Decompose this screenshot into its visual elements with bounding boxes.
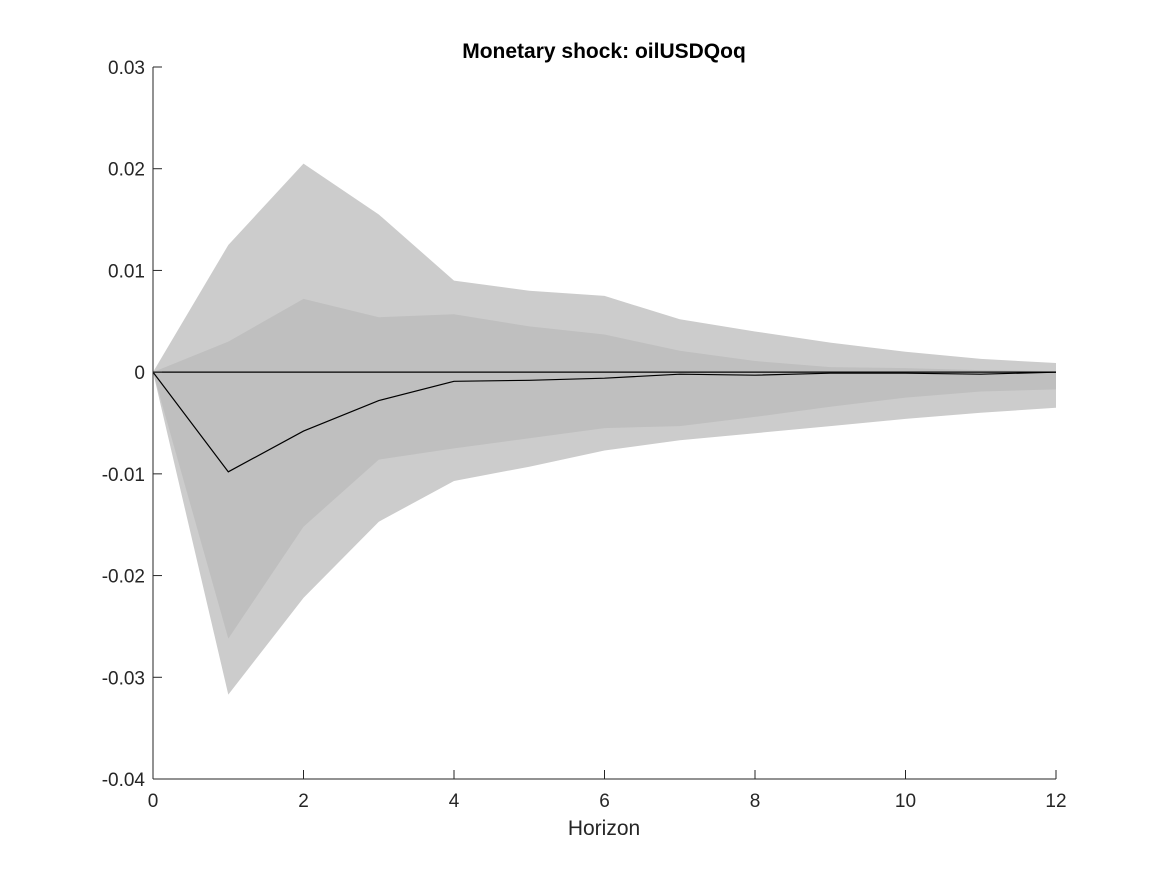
y-tick-label: 0 xyxy=(134,363,145,384)
y-tick-label: 0.03 xyxy=(108,58,145,79)
x-tick-label: 8 xyxy=(750,791,761,812)
y-tick-label: -0.03 xyxy=(102,668,145,689)
x-axis-label: Horizon xyxy=(568,817,640,840)
x-tick-label: 4 xyxy=(449,791,460,812)
y-tick-label: 0.01 xyxy=(108,261,145,282)
x-tick-label: 2 xyxy=(298,791,309,812)
y-tick-label: -0.04 xyxy=(102,770,146,791)
outer-confidence-band xyxy=(153,163,1056,695)
y-tick-label: -0.02 xyxy=(102,567,145,588)
median-response-line xyxy=(152,371,1057,473)
y-tick-label: -0.01 xyxy=(102,465,145,486)
x-tick-label: 12 xyxy=(1045,791,1066,812)
plot-area: 0.030.020.010-0.01-0.02-0.03-0.040 2 4 6 8 10… xyxy=(102,58,1067,812)
y-tick-label: 0.02 xyxy=(108,160,145,181)
x-tick-label: 10 xyxy=(895,791,916,812)
inner-confidence-band xyxy=(153,298,1056,639)
x-tick-label: 6 xyxy=(599,791,610,812)
chart-title: Monetary shock: oilUSDQoq xyxy=(462,40,746,63)
x-tick-label: 0 xyxy=(148,791,159,812)
